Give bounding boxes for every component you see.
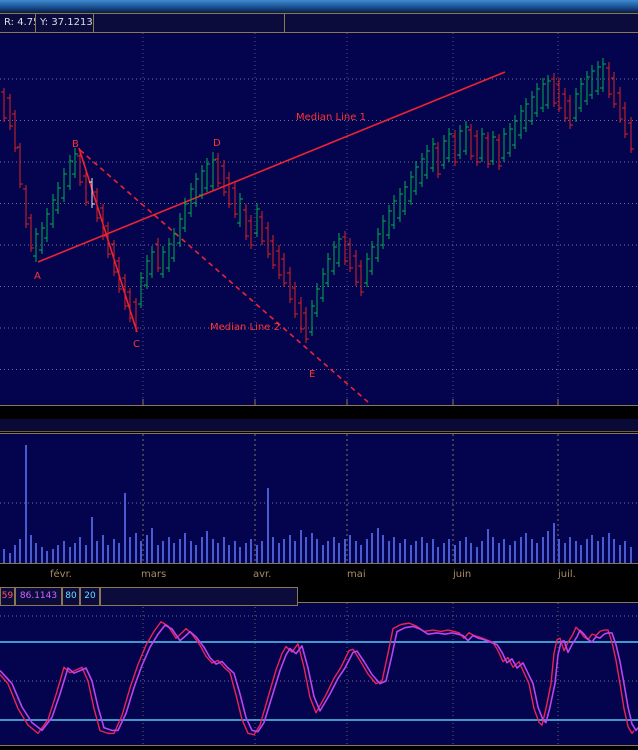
price-chart-panel[interactable]: A B C D E Median Line 1 Median Line 2	[0, 33, 638, 406]
window-title-bar[interactable]	[0, 0, 638, 13]
oscillator-header-empty-cell	[100, 587, 298, 606]
volume-panel[interactable]	[0, 433, 638, 564]
month-label-juin: juin	[453, 569, 472, 580]
month-label-fvr: févr.	[50, 569, 72, 580]
month-label-mars: mars	[141, 569, 167, 580]
oscillator-value-0: 59	[0, 587, 15, 606]
pivot-label-c: C	[133, 339, 140, 350]
month-label-avr: avr.	[253, 569, 272, 580]
median-line-label: Median Line 2	[210, 322, 280, 333]
readout-empty-cell	[94, 14, 285, 32]
price-chart-canvas[interactable]: A B C D E Median Line 1 Median Line 2	[0, 33, 638, 405]
oscillator-value-2: 80	[62, 587, 80, 606]
panel-spacer	[0, 419, 638, 432]
oscillator-value-header: 59 86.1143 80 20	[0, 587, 638, 606]
stochastic-panel[interactable]	[0, 602, 638, 746]
stochastic-fast-line	[0, 621, 635, 736]
month-label-mai: mai	[347, 569, 366, 580]
pivot-label-d: D	[213, 138, 221, 149]
readout-y-value: Y: 37.1213	[36, 14, 94, 32]
pivot-label-a: A	[34, 271, 41, 282]
stochastic-canvas[interactable]	[0, 603, 638, 745]
oscillator-value-3: 20	[80, 587, 100, 606]
pivot-label-b: B	[72, 139, 79, 150]
median-line-label: Median Line 1	[296, 112, 366, 123]
time-axis: févr. mars avr. mai juin juil.	[0, 564, 638, 586]
month-label-juil: juil.	[558, 569, 576, 580]
stochastic-slow-line	[0, 624, 638, 733]
volume-canvas[interactable]	[0, 434, 638, 563]
cursor-readout-bar: R: 4.75 Y: 37.1213	[0, 13, 638, 33]
readout-r-value: R: 4.75	[0, 14, 36, 32]
oscillator-value-1: 86.1143	[15, 587, 62, 606]
pivot-label-e: E	[309, 369, 315, 380]
